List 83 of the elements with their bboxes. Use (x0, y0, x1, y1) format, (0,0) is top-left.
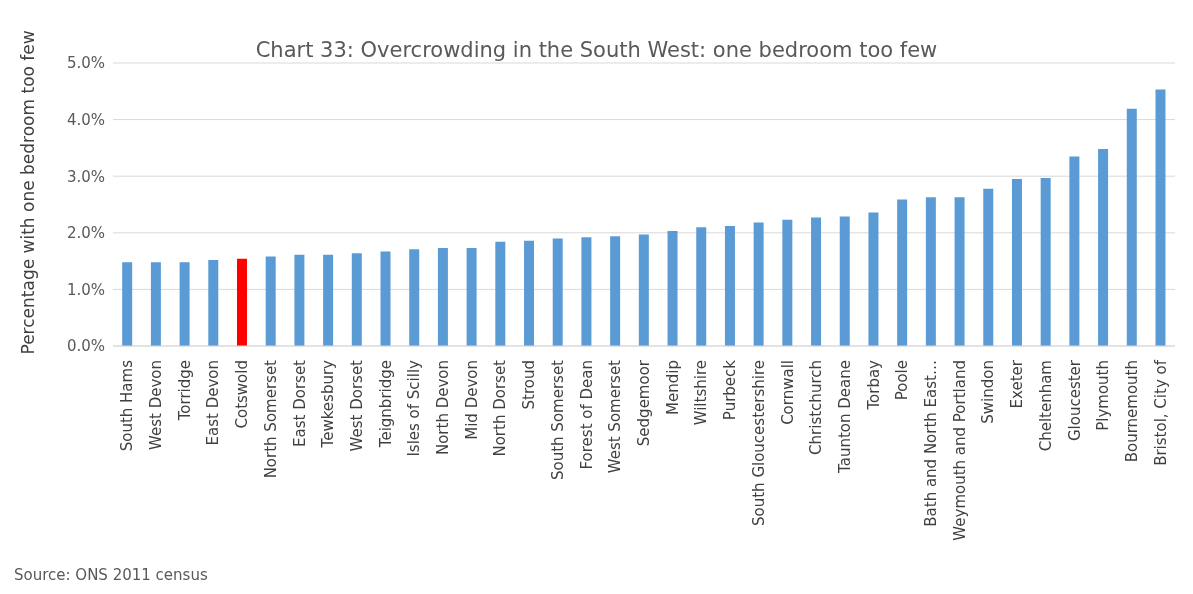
bar (868, 212, 879, 346)
bar (839, 216, 850, 346)
x-tick-label: Teignbridge (376, 360, 395, 449)
x-tick-label: Gloucester (1065, 359, 1084, 442)
x-tick-label: Mid Devon (462, 360, 481, 440)
x-tick-label: Bath and North East… (922, 360, 941, 527)
y-tick-label: 5.0% (66, 54, 105, 73)
x-tick-label: Stroud (520, 360, 539, 410)
bar (466, 248, 477, 346)
bar (1040, 177, 1051, 346)
bar (954, 197, 965, 346)
x-tick-label: North Dorset (491, 359, 510, 457)
bar (1155, 89, 1166, 346)
bar (983, 188, 994, 346)
bar (294, 254, 305, 346)
bar (1098, 149, 1109, 346)
x-tick-label: Cheltenham (1036, 360, 1055, 452)
x-tick-label: Plymouth (1094, 360, 1113, 431)
x-tick-label: Torbay (864, 359, 883, 411)
bar (323, 254, 334, 346)
x-tick-label: South Hams (118, 359, 137, 452)
bar (610, 236, 621, 346)
x-tick-label: Sedgemoor (635, 359, 653, 447)
x-tick-label: Isles of Scilly (405, 359, 424, 457)
x-tick-label: West Somerset (606, 359, 625, 474)
bar (696, 227, 707, 346)
x-tick-label: Cotswold (233, 360, 252, 429)
x-tick-label: Swindon (979, 360, 998, 424)
bar (524, 240, 535, 346)
source-note: Source: ONS 2011 census (14, 566, 208, 584)
bar (897, 199, 908, 346)
bar (122, 262, 133, 346)
bar (179, 262, 190, 346)
x-tick-label: North Somerset (261, 359, 280, 479)
bar (925, 197, 936, 346)
x-tick-label: Purbeck (721, 359, 740, 421)
bar (1069, 156, 1080, 346)
x-tick-label: Forest of Dean (577, 360, 596, 470)
bar (581, 237, 592, 346)
bar (667, 231, 678, 346)
x-tick-label: Bournemouth (1122, 360, 1141, 463)
bar (380, 251, 391, 346)
y-tick-label: 4.0% (66, 110, 105, 129)
bar (724, 226, 735, 346)
bar (208, 259, 219, 346)
x-tick-label: Christchurch (807, 360, 826, 455)
bar (150, 262, 161, 346)
bar (1126, 108, 1137, 346)
bar (753, 222, 764, 346)
x-tick-label: Poole (893, 360, 912, 401)
x-tick-label: Cornwall (778, 360, 797, 425)
bar (437, 248, 448, 346)
bar (237, 258, 247, 346)
chart-title: Chart 33: Overcrowding in the South West: one bedroom too few (255, 38, 938, 62)
bar (782, 219, 793, 346)
y-tick-label: 2.0% (66, 224, 105, 243)
x-tick-label: North Devon (434, 360, 453, 456)
x-tick-label: Torridge (175, 360, 194, 422)
bar (495, 241, 506, 346)
bar (351, 253, 362, 346)
bar (638, 234, 649, 346)
x-tick-label: Tewkesbury (319, 359, 338, 449)
x-tick-label: Weymouth and Portland (950, 360, 969, 541)
x-tick-label: Exeter (1008, 359, 1027, 409)
x-tick-label: Taunton Deane (835, 360, 854, 474)
y-axis-title: Percentage with one bedroom too few (18, 30, 39, 355)
bar (265, 256, 276, 346)
x-tick-label: Mendip (663, 360, 682, 415)
x-tick-label: Bristol, City of (1151, 359, 1170, 466)
x-tick-label: West Dorset (347, 359, 366, 452)
bar (409, 249, 420, 346)
x-tick-label: East Devon (204, 360, 223, 446)
x-tick-label: South Gloucestershire (749, 360, 768, 526)
y-tick-label: 0.0% (66, 337, 105, 356)
bar (1011, 179, 1022, 346)
bar (552, 238, 563, 346)
y-tick-label: 1.0% (66, 280, 105, 299)
x-tick-label: South Somerset (548, 359, 567, 480)
x-tick-label: West Devon (147, 360, 166, 450)
x-tick-label: Wiltshire (692, 360, 711, 426)
y-tick-label: 3.0% (66, 167, 105, 186)
x-tick-label: East Dorset (290, 359, 309, 447)
bar (811, 217, 822, 346)
